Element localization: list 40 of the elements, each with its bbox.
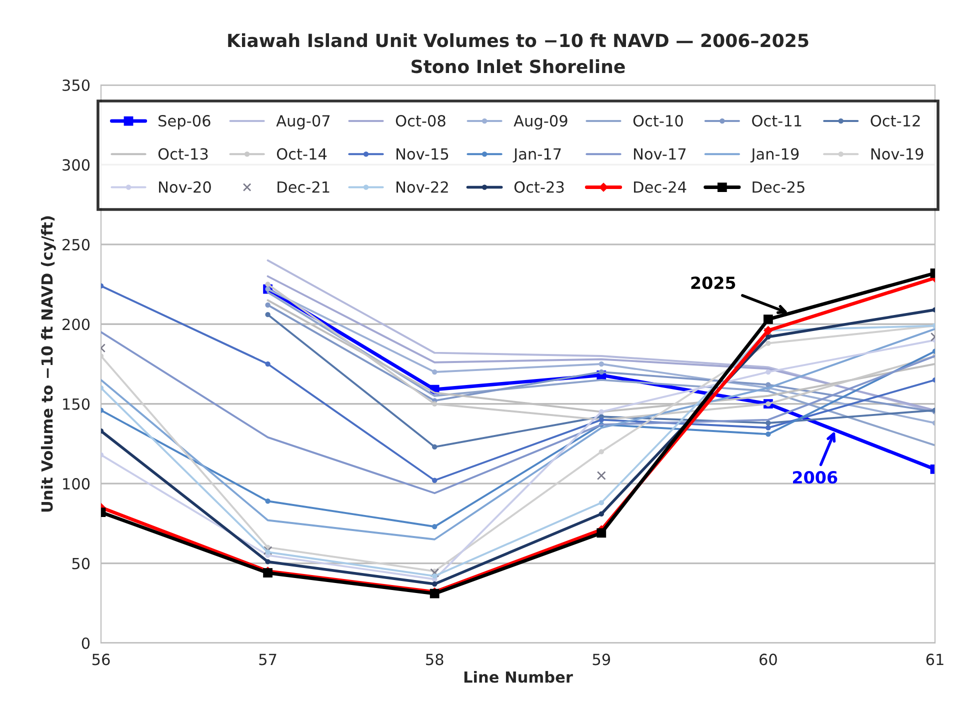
x-tick-label: 59 xyxy=(592,654,610,666)
legend-label: Oct-14 xyxy=(276,148,327,160)
legend-label: Oct-23 xyxy=(514,181,564,193)
legend-label: Sep-06 xyxy=(158,115,210,130)
x-axis-title: Line Number xyxy=(464,670,573,683)
y-tick-label: 300 xyxy=(62,159,90,171)
legend-label: Dec-25 xyxy=(752,181,804,193)
y-axis-title: Unit Volume to −10 ft NAVD (cy/ft) xyxy=(40,216,56,512)
y-tick-label: 150 xyxy=(63,398,90,410)
legend-label: Jan-17 xyxy=(512,148,561,163)
legend-label: Oct-12 xyxy=(870,115,920,127)
x-tick-label: 60 xyxy=(760,654,777,666)
legend-label: Nov-15 xyxy=(396,148,448,160)
x-tick-label: 56 xyxy=(92,654,110,666)
y-tick-label: 250 xyxy=(62,238,90,250)
legend-label: Nov-20 xyxy=(159,181,211,193)
x-tick-label: 58 xyxy=(426,654,444,666)
y-tick-label: 50 xyxy=(72,558,90,570)
legend-label: Oct-08 xyxy=(396,115,446,127)
chart-title: Kiawah Island Unit Volumes to −10 ft NAVD — 2006–2025 xyxy=(228,33,808,48)
legend-label: Nov-17 xyxy=(634,148,686,160)
legend-label: Oct-11 xyxy=(752,115,802,127)
legend-label: Dec-21 xyxy=(278,181,330,193)
legend-label: Dec-24 xyxy=(634,181,686,193)
annotation: 2006 xyxy=(793,471,838,484)
legend-label: Jan-19 xyxy=(750,148,799,163)
legend-label: Oct-10 xyxy=(633,115,683,127)
legend-label: Aug-09 xyxy=(514,115,568,130)
legend-label: Aug-07 xyxy=(276,115,330,130)
legend-label: Oct-13 xyxy=(158,148,208,160)
y-tick-label: 200 xyxy=(62,318,90,330)
chart-subtitle: Stono Inlet Shoreline xyxy=(412,59,625,74)
annotation: 2025 xyxy=(691,276,736,290)
legend-label: Nov-19 xyxy=(871,148,924,160)
y-tick-label: 0 xyxy=(82,637,90,650)
legend-label: Nov-22 xyxy=(396,181,448,193)
x-tick-label: 57 xyxy=(259,654,276,666)
y-tick-label: 350 xyxy=(62,79,90,92)
y-tick-label: 100 xyxy=(63,478,90,490)
x-tick-label: 61 xyxy=(926,654,944,666)
